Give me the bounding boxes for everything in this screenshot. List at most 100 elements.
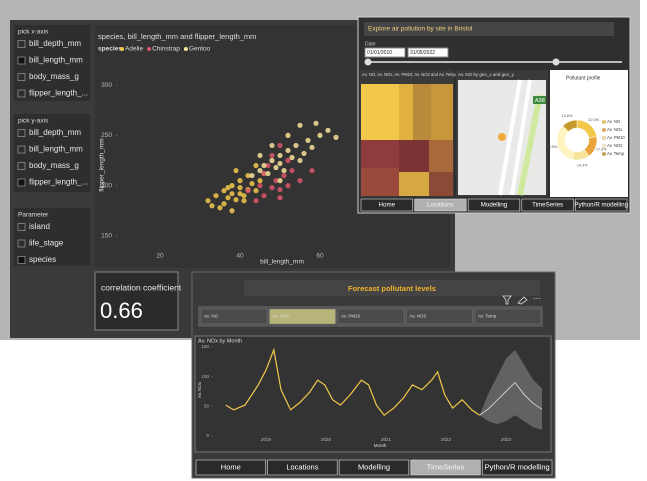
donut-slice[interactable] [562,119,578,132]
treemap-cell[interactable] [399,84,413,140]
scatter-point [301,150,307,157]
scatter-point [269,157,275,164]
date-end-box[interactable] [407,47,449,58]
line-series [225,347,480,417]
legend-label: Av. PM10 [607,135,625,140]
treemap-cell[interactable] [429,140,453,172]
legend-title: species [98,46,122,53]
eraser-icon[interactable] [517,296,528,305]
y-tick-label: 0 [206,433,209,438]
scatter-point [225,185,231,191]
scatter-point [257,167,263,174]
scatter-point [305,137,311,143]
slicer-option[interactable] [200,308,268,325]
nav-tab[interactable] [521,198,574,212]
nav-tab[interactable] [414,198,467,212]
treemap-cell[interactable] [361,140,399,168]
nav-tab[interactable] [410,459,481,476]
map-site[interactable] [498,133,506,141]
checkbox[interactable] [17,145,26,154]
checkbox[interactable] [17,129,26,137]
x-tick-label: 2021 [381,437,392,442]
x-tick-label: 40 [236,253,244,260]
treemap-cell[interactable] [431,84,453,140]
checkbox[interactable] [17,89,26,98]
scatter-point [229,183,235,189]
nav-tab[interactable] [338,459,410,476]
treemap-cell[interactable] [399,172,429,196]
nav-tab[interactable] [360,198,413,212]
checkbox[interactable] [17,256,26,264]
treemap-cell[interactable] [429,172,453,196]
scatter-point [277,195,283,201]
nav-tab-label: Locations [427,202,454,209]
nav-tab[interactable] [575,198,628,212]
checkbox[interactable] [17,40,26,48]
slicer-option[interactable] [269,308,336,325]
checkbox[interactable] [17,178,26,187]
nav-tab[interactable] [267,459,338,476]
date-label: Date [365,41,376,47]
slicer-label: Av. Temp [478,314,497,319]
scatter-point [257,152,263,159]
scatter-point [253,188,259,194]
scatter-point [221,201,227,207]
slicer-option[interactable] [337,308,405,325]
filter-item: flipper_length_... [29,89,88,98]
legend-label: Av. NO [607,119,621,124]
filter-item: body_mass_g [29,72,79,81]
slicer-option[interactable] [474,308,542,325]
date-start-box[interactable] [364,47,406,58]
explore-title-bar [364,22,614,36]
x-tick-label: 60 [316,253,324,260]
treemap-cell[interactable] [361,168,399,196]
scatter-point [297,178,303,184]
explore-title: Explore air pollution by site in Bristol [368,26,473,33]
scatter-point [277,152,283,159]
scatter-point [257,178,263,184]
scatter-title: species, bill_length_mm and flipper_leng… [98,32,256,41]
scatter-point [237,185,243,191]
legend-swatch [147,47,152,51]
scatter-point [237,178,243,184]
filter-title: pick y-axis [18,118,49,125]
more-icon[interactable]: ⋯ [533,294,541,303]
scatter-point [333,134,339,140]
nav-tab[interactable] [482,459,553,476]
scatter-point [281,167,287,174]
scatter-point [277,142,283,149]
checkbox[interactable] [17,162,26,170]
filter-title: pick x-axis [18,29,49,36]
nav-tab[interactable] [195,459,266,476]
treemap-cell[interactable] [413,84,431,140]
nav-tab[interactable] [467,198,521,212]
filter-item: island [29,222,50,231]
scatter-point [285,183,291,189]
legend-swatch [120,47,124,51]
treemap-cell[interactable] [399,140,429,172]
date-slider-knob[interactable] [364,58,372,66]
checkbox[interactable] [17,56,26,65]
legend-swatch [602,152,606,156]
scatter-point [241,193,247,199]
scatter-point [277,160,283,167]
y-tick-label: 50 [204,403,210,408]
slicer-option[interactable] [406,308,473,325]
x-tick-label: 2020 [321,437,332,442]
legend-label: Chinstrap [152,46,180,53]
checkbox[interactable] [17,239,26,248]
donut-value-label: 17.3% [596,147,607,151]
nav-tab-label: Python/R modelling [485,462,550,471]
date-slider-knob[interactable] [552,58,560,66]
scatter-point [241,198,247,204]
line-title: Av. NOx by Month [198,338,242,344]
forecast-line [479,381,543,416]
scatter-point [237,191,243,197]
scatter-point [205,198,211,204]
filter-icon[interactable] [502,295,512,305]
checkbox[interactable] [17,73,26,81]
y-tick-label: 150 [201,344,209,349]
treemap-cell[interactable] [361,84,399,140]
checkbox[interactable] [17,223,26,231]
y-tick-label: 150 [101,233,112,240]
